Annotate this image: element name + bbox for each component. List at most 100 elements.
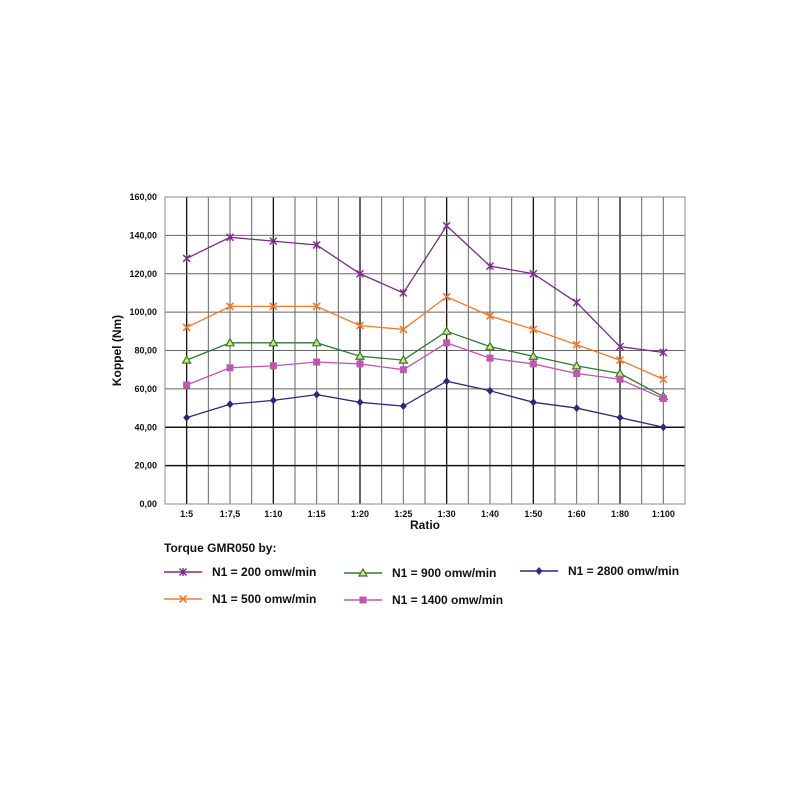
data-point [359,596,367,604]
legend-item: N1 = 2800 omw/min [520,564,679,578]
data-point [268,337,279,347]
series-line [186,380,664,428]
legend-swatch-square-icon [344,596,382,604]
data-point [529,360,537,368]
data-point [443,339,451,347]
data-point [486,262,494,271]
data-point [529,269,538,278]
x-tick-label: 1:20 [351,509,369,519]
data-point [312,302,321,311]
data-point [399,325,408,334]
data-point [528,351,539,360]
legend-item: N1 = 900 omw/min [344,566,496,580]
data-point [178,594,188,604]
data-point [573,370,581,378]
data-point [269,237,278,246]
data-point [659,423,667,432]
data-point [443,377,451,386]
x-tick-label: 1:50 [524,509,542,519]
data-point [226,364,234,372]
legend-item: N1 = 1400 omw/min [344,593,503,607]
x-tick-label: 1:40 [481,509,499,519]
data-point [571,360,582,370]
data-point [442,292,451,301]
legend-swatch-x-icon [164,594,202,604]
series-square [183,339,667,402]
y-tick-label: 60,00 [134,384,157,394]
series-diamond [183,377,667,432]
legend-swatch-diamond-icon [520,567,558,575]
data-point [573,404,581,413]
data-point [269,302,278,311]
data-point [226,233,234,242]
data-point [182,323,191,332]
legend-label: N1 = 1400 omw/min [392,593,504,607]
data-point [269,362,277,370]
data-point [615,356,625,365]
legend-label: N1 = 200 omw/min [212,565,317,579]
data-point [442,221,451,230]
x-tick-label: 1:25 [394,509,412,519]
legend-swatch-triangle-icon [344,567,382,577]
x-tick-label: 1:5 [180,509,193,519]
data-point [535,567,543,575]
data-point [616,413,624,422]
data-point [225,302,235,311]
data-point [183,381,191,389]
data-point [659,375,668,384]
y-tick-label: 80,00 [134,346,157,356]
data-point [356,398,364,407]
data-point [529,398,537,407]
data-point [484,341,496,351]
data-point [659,348,668,357]
legend-title: Torque GMR050 by: [164,541,277,555]
x-tick-label: 1:30 [438,509,456,519]
series-x [182,292,668,384]
legend-item: N1 = 200 omw/min [164,565,316,579]
legend-label: N1 = 2800 omw/min [568,564,680,578]
y-tick-label: 120,00 [129,269,157,279]
y-tick-label: 0,00 [139,499,157,509]
data-point [485,311,495,321]
data-point [355,321,365,330]
x-axis-label: Ratio [410,518,440,532]
data-point [486,386,494,395]
data-point [224,337,236,347]
data-point [441,326,452,335]
series-line [186,296,664,380]
y-tick-label: 40,00 [134,422,157,432]
legend-item: N1 = 500 omw/min [164,592,316,606]
data-point [399,366,407,374]
y-tick-label: 20,00 [134,461,157,471]
data-point [182,254,191,263]
legend-label: N1 = 500 omw/min [212,592,317,606]
data-point [183,413,191,422]
data-point [616,342,624,351]
data-point [181,354,192,364]
data-point [312,240,321,249]
data-point [399,288,408,297]
y-axis-label: Koppel (Nm) [110,315,124,386]
plot-frame [164,196,686,505]
data-point [356,269,364,278]
data-point [179,568,187,576]
data-point [572,298,581,307]
x-tick-label: 1:7,5 [220,509,241,519]
legend-swatch-asterisk-icon [164,568,202,576]
y-tick-label: 160,00 [129,192,157,202]
series-line [186,330,664,398]
data-point [354,351,366,360]
series-line [186,342,664,400]
data-point [399,402,407,411]
data-point [398,354,409,364]
x-tick-label: 1:80 [611,509,629,519]
data-point [226,400,234,409]
series-asterisk [182,221,668,357]
series-line [186,224,664,354]
data-point [486,354,494,362]
legend-label: N1 = 900 omw/min [392,566,497,580]
data-point [659,394,667,402]
x-tick-label: 1:15 [308,509,326,519]
data-point [313,358,321,366]
